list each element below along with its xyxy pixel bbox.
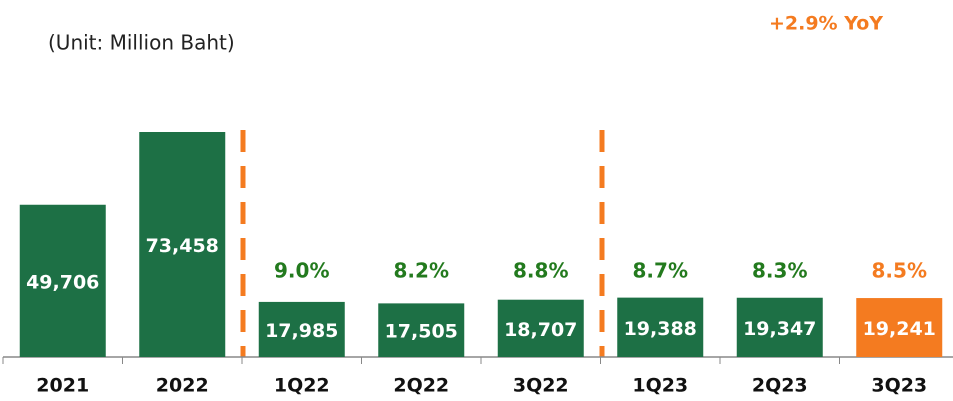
bar	[617, 297, 704, 357]
margin-label: 8.7%	[633, 259, 688, 283]
x-tick-label: 1Q23	[632, 375, 688, 397]
margin-label: 8.2%	[394, 259, 449, 283]
value-label: 73,458	[146, 235, 219, 257]
value-label: 17,985	[265, 320, 338, 342]
value-label: 19,241	[863, 318, 936, 340]
margin-label: 8.5%	[872, 259, 927, 283]
bar	[378, 303, 465, 357]
x-tick-label: 3Q22	[513, 375, 569, 397]
bar	[258, 301, 345, 357]
value-label: 18,707	[504, 319, 577, 341]
bar	[856, 298, 943, 357]
x-tick-label: 3Q23	[871, 375, 927, 397]
margin-label: 9.0%	[274, 259, 329, 283]
subtitle: (Unit: Million Baht)	[48, 31, 235, 55]
bar	[497, 299, 584, 357]
x-tick-label: 2022	[156, 375, 209, 397]
annotation: +2.9% YoY	[769, 13, 883, 35]
value-label: 17,505	[385, 321, 458, 343]
bar	[19, 204, 106, 357]
x-tick-label: 2Q22	[393, 375, 449, 397]
bar	[139, 132, 226, 357]
value-label: 49,706	[26, 271, 99, 293]
bar	[736, 297, 823, 357]
value-label: 19,388	[624, 318, 697, 340]
x-tick-label: 2Q23	[752, 375, 808, 397]
x-tick-label: 1Q22	[274, 375, 330, 397]
x-tick-label: 2021	[36, 375, 89, 397]
value-label: 19,347	[743, 318, 816, 340]
margin-label: 8.8%	[513, 259, 568, 283]
margin-label: 8.3%	[752, 259, 807, 283]
